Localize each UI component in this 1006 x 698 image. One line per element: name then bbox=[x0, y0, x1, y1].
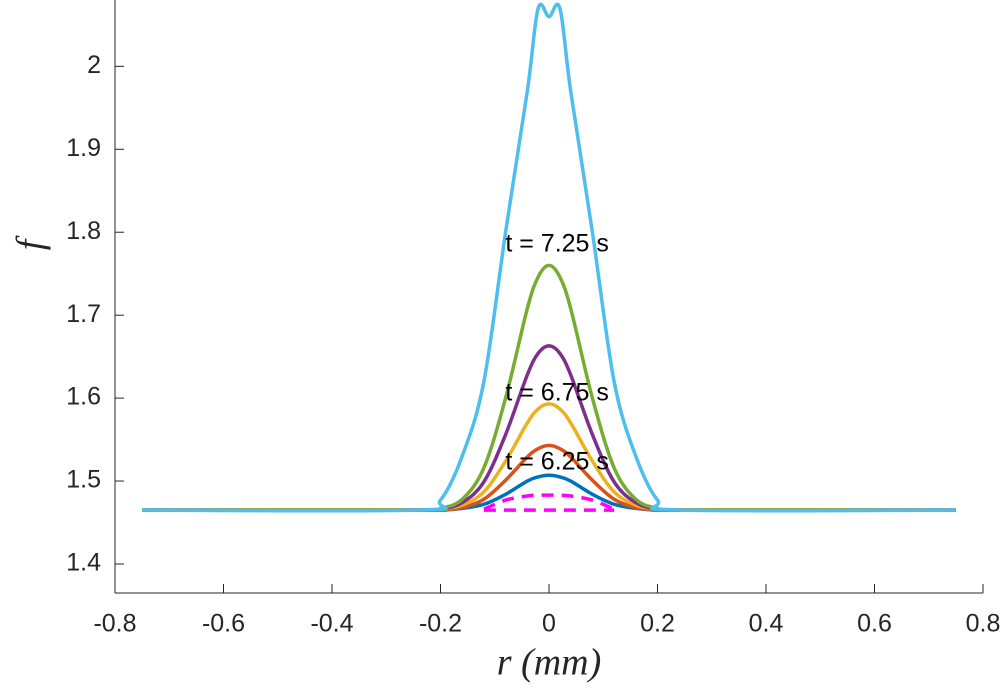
series-line bbox=[142, 344, 956, 512]
y-tick-label: 1.8 bbox=[66, 217, 101, 245]
y-tick-label: 1.5 bbox=[66, 466, 101, 494]
x-tick-label: -0.2 bbox=[419, 610, 462, 638]
x-tick-label: 0.4 bbox=[749, 610, 784, 638]
x-tick-label: 0.8 bbox=[966, 610, 1001, 638]
x-tick-label: 0.2 bbox=[640, 610, 675, 638]
x-tick-label: -0.6 bbox=[202, 610, 245, 638]
x-tick-label: -0.8 bbox=[93, 610, 136, 638]
series-line bbox=[483, 493, 615, 511]
y-tick-label: 1.9 bbox=[66, 134, 101, 162]
series-line bbox=[142, 473, 956, 512]
y-tick-label: 2 bbox=[87, 51, 101, 79]
series-line bbox=[142, 2, 956, 513]
y-tick-label: 1.4 bbox=[66, 549, 101, 577]
annotation: t = 7.25 s bbox=[505, 229, 609, 257]
x-tick-label: 0.6 bbox=[857, 610, 892, 638]
annotation: t = 6.75 s bbox=[505, 379, 609, 407]
x-axis-label: r (mm) bbox=[497, 642, 601, 684]
y-axis-label: f bbox=[10, 235, 52, 250]
y-tick-label: 1.7 bbox=[66, 300, 101, 328]
y-tick-label: 1.6 bbox=[66, 383, 101, 411]
x-tick-label: 0 bbox=[542, 610, 556, 638]
annotation: t = 6.25 s bbox=[505, 447, 609, 475]
x-tick-label: -0.4 bbox=[310, 610, 353, 638]
